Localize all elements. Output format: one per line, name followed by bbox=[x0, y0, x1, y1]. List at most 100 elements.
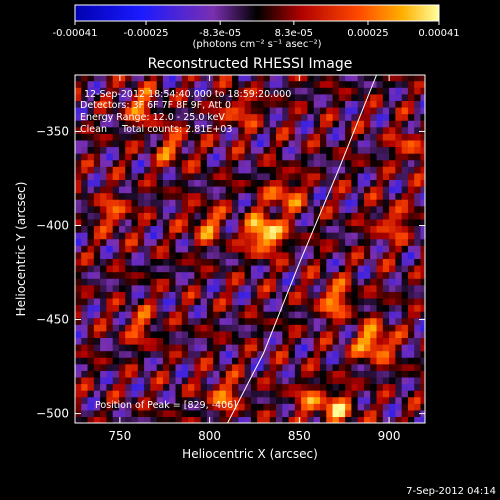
heatmap-cell bbox=[244, 251, 252, 260]
heatmap-cell bbox=[118, 330, 126, 339]
heatmap-cell bbox=[301, 120, 309, 128]
heatmap-cell bbox=[181, 284, 189, 292]
heatmap-cell bbox=[320, 317, 327, 325]
heatmap-cell bbox=[106, 376, 114, 385]
heatmap-cell bbox=[395, 80, 403, 88]
heatmap-cell bbox=[106, 317, 114, 325]
heatmap-cell bbox=[144, 172, 151, 180]
heatmap-cell bbox=[225, 106, 233, 115]
heatmap-cell bbox=[144, 159, 151, 167]
heatmap-cell bbox=[282, 291, 290, 299]
heatmap-cell bbox=[144, 390, 151, 398]
heatmap-cell bbox=[269, 350, 277, 358]
heatmap-cell bbox=[162, 80, 170, 88]
heatmap-cell bbox=[206, 205, 214, 213]
heatmap-cell bbox=[389, 159, 396, 167]
heatmap-cell bbox=[363, 232, 371, 240]
heatmap-cell bbox=[125, 87, 133, 95]
heatmap-cell bbox=[93, 159, 101, 167]
heatmap-cell bbox=[75, 311, 82, 319]
heatmap-cell bbox=[232, 324, 239, 332]
heatmap-cell bbox=[169, 225, 177, 233]
heatmap-cell bbox=[75, 278, 82, 286]
heatmap-cell bbox=[112, 93, 120, 101]
heatmap-cell bbox=[150, 106, 158, 115]
heatmap-cell bbox=[206, 245, 214, 253]
heatmap-cell bbox=[200, 199, 208, 207]
heatmap-cell bbox=[414, 337, 422, 345]
heatmap-cell bbox=[213, 278, 221, 286]
heatmap-cell bbox=[93, 75, 101, 82]
heatmap-cell bbox=[150, 258, 158, 266]
heatmap-cell bbox=[250, 357, 258, 365]
heatmap-cell bbox=[326, 330, 334, 339]
heatmap-cell bbox=[282, 199, 290, 207]
heatmap-cell bbox=[250, 363, 258, 371]
heatmap-cell bbox=[263, 330, 271, 339]
heatmap-cell bbox=[363, 172, 371, 180]
heatmap-cell bbox=[351, 75, 359, 82]
heatmap-cell bbox=[307, 153, 315, 161]
heatmap-cell bbox=[93, 232, 101, 240]
heatmap-cell bbox=[257, 133, 265, 141]
heatmap-cell bbox=[257, 264, 265, 273]
heatmap-cell bbox=[232, 416, 239, 423]
heatmap-cell bbox=[313, 251, 321, 260]
heatmap-cell bbox=[420, 317, 425, 325]
heatmap-cell bbox=[118, 133, 126, 141]
heatmap-cell bbox=[238, 284, 246, 292]
heatmap-cell bbox=[75, 324, 82, 332]
heatmap-cell bbox=[320, 172, 327, 180]
heatmap-cell bbox=[81, 376, 89, 385]
heatmap-cell bbox=[225, 278, 233, 286]
heatmap-cell bbox=[162, 245, 170, 253]
heatmap-cell bbox=[219, 409, 227, 418]
heatmap-cell bbox=[244, 409, 252, 418]
heatmap-cell bbox=[376, 153, 384, 161]
heatmap-cell bbox=[81, 330, 89, 339]
heatmap-cell bbox=[345, 133, 353, 141]
heatmap-cell bbox=[81, 75, 89, 82]
heatmap-cell bbox=[194, 343, 202, 352]
heatmap-cell bbox=[87, 370, 95, 378]
heatmap-cell bbox=[294, 75, 302, 82]
heatmap-cell bbox=[206, 264, 214, 273]
heatmap-cell bbox=[200, 205, 208, 213]
heatmap-cell bbox=[326, 317, 334, 325]
heatmap-cell bbox=[93, 126, 101, 134]
heatmap-cell bbox=[389, 87, 396, 95]
heatmap-cell bbox=[213, 370, 221, 378]
heatmap-cell bbox=[320, 212, 327, 220]
heatmap-cell bbox=[269, 376, 277, 385]
heatmap-cell bbox=[181, 264, 189, 273]
heatmap-cell bbox=[395, 166, 403, 174]
heatmap-cell bbox=[181, 390, 189, 398]
heatmap-cell bbox=[320, 350, 327, 358]
heatmap-cell bbox=[395, 87, 403, 95]
heatmap-cell bbox=[288, 390, 296, 398]
heatmap-cell bbox=[106, 363, 114, 371]
heatmap-cell bbox=[219, 172, 227, 180]
heatmap-cell bbox=[263, 409, 271, 418]
heatmap-cell bbox=[376, 284, 384, 292]
heatmap-cell bbox=[395, 212, 403, 220]
heatmap-cell bbox=[118, 100, 126, 108]
heatmap-cell bbox=[382, 199, 390, 207]
heatmap-cell bbox=[376, 350, 384, 358]
heatmap-cell bbox=[87, 113, 95, 121]
heatmap-cell bbox=[118, 264, 126, 273]
heatmap-cell bbox=[313, 390, 321, 398]
heatmap-cell bbox=[269, 291, 277, 299]
heatmap-cell bbox=[206, 363, 214, 371]
heatmap-cell bbox=[125, 258, 133, 266]
heatmap-cell bbox=[206, 225, 214, 233]
heatmap-cell bbox=[112, 350, 120, 358]
heatmap-cell bbox=[263, 324, 271, 332]
heatmap-cell bbox=[200, 330, 208, 339]
heatmap-cell bbox=[332, 278, 340, 286]
heatmap-cell bbox=[93, 284, 101, 292]
heatmap-cell bbox=[307, 330, 315, 339]
heatmap-cell bbox=[307, 363, 315, 371]
heatmap-cell bbox=[276, 133, 283, 141]
heatmap-cell bbox=[181, 199, 189, 207]
